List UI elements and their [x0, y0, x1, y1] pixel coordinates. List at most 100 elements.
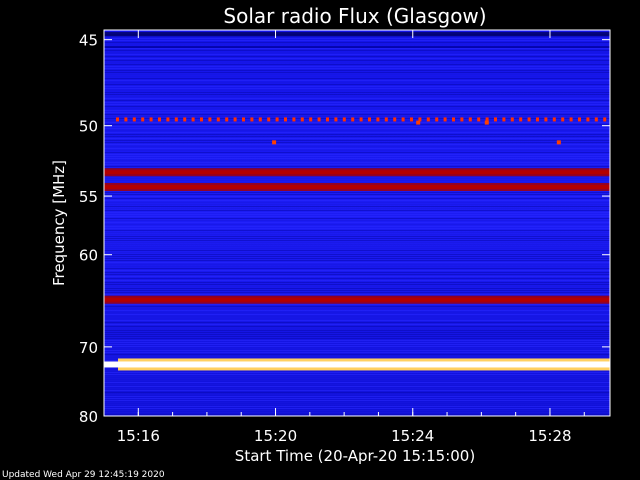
band-dot	[519, 117, 523, 122]
texture-line	[104, 220, 610, 221]
texture-line	[104, 150, 610, 151]
texture-line	[104, 36, 610, 37]
band-dot	[477, 117, 481, 122]
texture-line	[104, 78, 610, 79]
texture-line	[104, 68, 610, 69]
texture-line	[104, 326, 610, 327]
band-dot	[242, 117, 245, 122]
texture-line	[104, 286, 610, 287]
texture-line	[104, 254, 610, 255]
band-dot	[267, 117, 271, 122]
x-tick-label: 15:28	[528, 427, 571, 445]
texture-line	[104, 308, 610, 309]
plot-frame	[103, 29, 611, 417]
texture-line	[104, 280, 610, 281]
texture-line	[104, 214, 610, 215]
band-dot	[149, 117, 153, 122]
update-timestamp: Updated Wed Apr 29 12:45:19 2020	[2, 470, 165, 480]
band-dot	[225, 117, 229, 122]
band-dot	[376, 117, 380, 122]
y-axis: 45 50 55 60 70 80	[79, 32, 610, 426]
texture-line	[104, 110, 610, 111]
texture-line	[104, 202, 610, 203]
band-line	[118, 361, 610, 368]
band-dot	[485, 117, 489, 122]
texture-line	[104, 408, 610, 409]
band-dot	[569, 117, 573, 122]
texture-line	[104, 232, 610, 233]
texture-line	[104, 112, 610, 113]
texture-line	[104, 62, 610, 63]
texture-line	[104, 60, 610, 61]
bright-point	[484, 120, 489, 125]
texture-line	[104, 140, 610, 141]
texture-line	[104, 46, 610, 48]
plot-area	[104, 30, 610, 416]
x-axis-label: Start Time (20-Apr-20 15:15:00)	[235, 447, 475, 465]
y-tick-label: 60	[79, 247, 98, 265]
band-dot	[292, 117, 296, 122]
band-dot	[384, 117, 388, 122]
texture-line	[104, 234, 610, 235]
texture-line	[104, 334, 610, 335]
texture-line	[104, 142, 610, 143]
texture-line	[104, 404, 610, 405]
texture-line	[104, 208, 610, 209]
texture-line	[104, 108, 610, 109]
texture-line	[104, 314, 610, 315]
band-dot	[435, 117, 439, 122]
texture-line	[104, 120, 610, 121]
texture-line	[104, 256, 610, 257]
texture-line	[104, 132, 610, 133]
texture-line	[104, 146, 610, 147]
texture-line	[104, 52, 610, 53]
band-dot	[443, 117, 447, 122]
texture-line	[104, 392, 610, 393]
band-dot	[250, 117, 254, 122]
texture-line	[104, 304, 610, 305]
y-axis-label: Frequency [MHz]	[50, 160, 68, 286]
band-dot	[309, 117, 313, 122]
texture-line	[104, 414, 610, 415]
texture-line	[104, 244, 610, 245]
band-dot	[351, 117, 355, 122]
texture-line	[104, 38, 610, 39]
band-dot	[200, 117, 203, 122]
band-dot	[586, 117, 590, 122]
x-tick-label: 15:16	[117, 427, 160, 445]
bright-point	[416, 120, 421, 125]
texture-line	[104, 290, 610, 291]
texture-line	[104, 252, 610, 253]
texture-line	[104, 160, 610, 161]
texture-line	[104, 94, 610, 95]
texture-line	[104, 196, 610, 197]
texture-line	[104, 412, 610, 413]
texture-line	[104, 126, 610, 127]
texture-line	[104, 98, 610, 99]
x-tick-label: 15:24	[391, 427, 434, 445]
x-tick-label: 15:20	[254, 427, 297, 445]
texture-line	[104, 344, 610, 345]
band-dot	[300, 117, 304, 122]
texture-line	[104, 230, 610, 231]
texture-line	[104, 228, 610, 229]
texture-line	[104, 332, 610, 333]
texture-line	[104, 58, 610, 59]
texture-line	[104, 394, 610, 395]
band-dot	[603, 117, 607, 122]
texture-line	[104, 348, 610, 349]
band-dot	[183, 117, 187, 122]
texture-line	[104, 342, 610, 343]
texture-line	[104, 122, 610, 123]
band-line	[104, 170, 610, 175]
band-line	[104, 361, 118, 368]
band-dot	[132, 117, 136, 122]
y-tick-label: 45	[79, 32, 98, 50]
texture-line	[104, 242, 610, 243]
texture-line	[104, 322, 610, 323]
texture-line	[104, 210, 610, 211]
texture-line	[104, 104, 610, 105]
band-dot	[561, 117, 565, 122]
texture-line	[104, 292, 610, 293]
